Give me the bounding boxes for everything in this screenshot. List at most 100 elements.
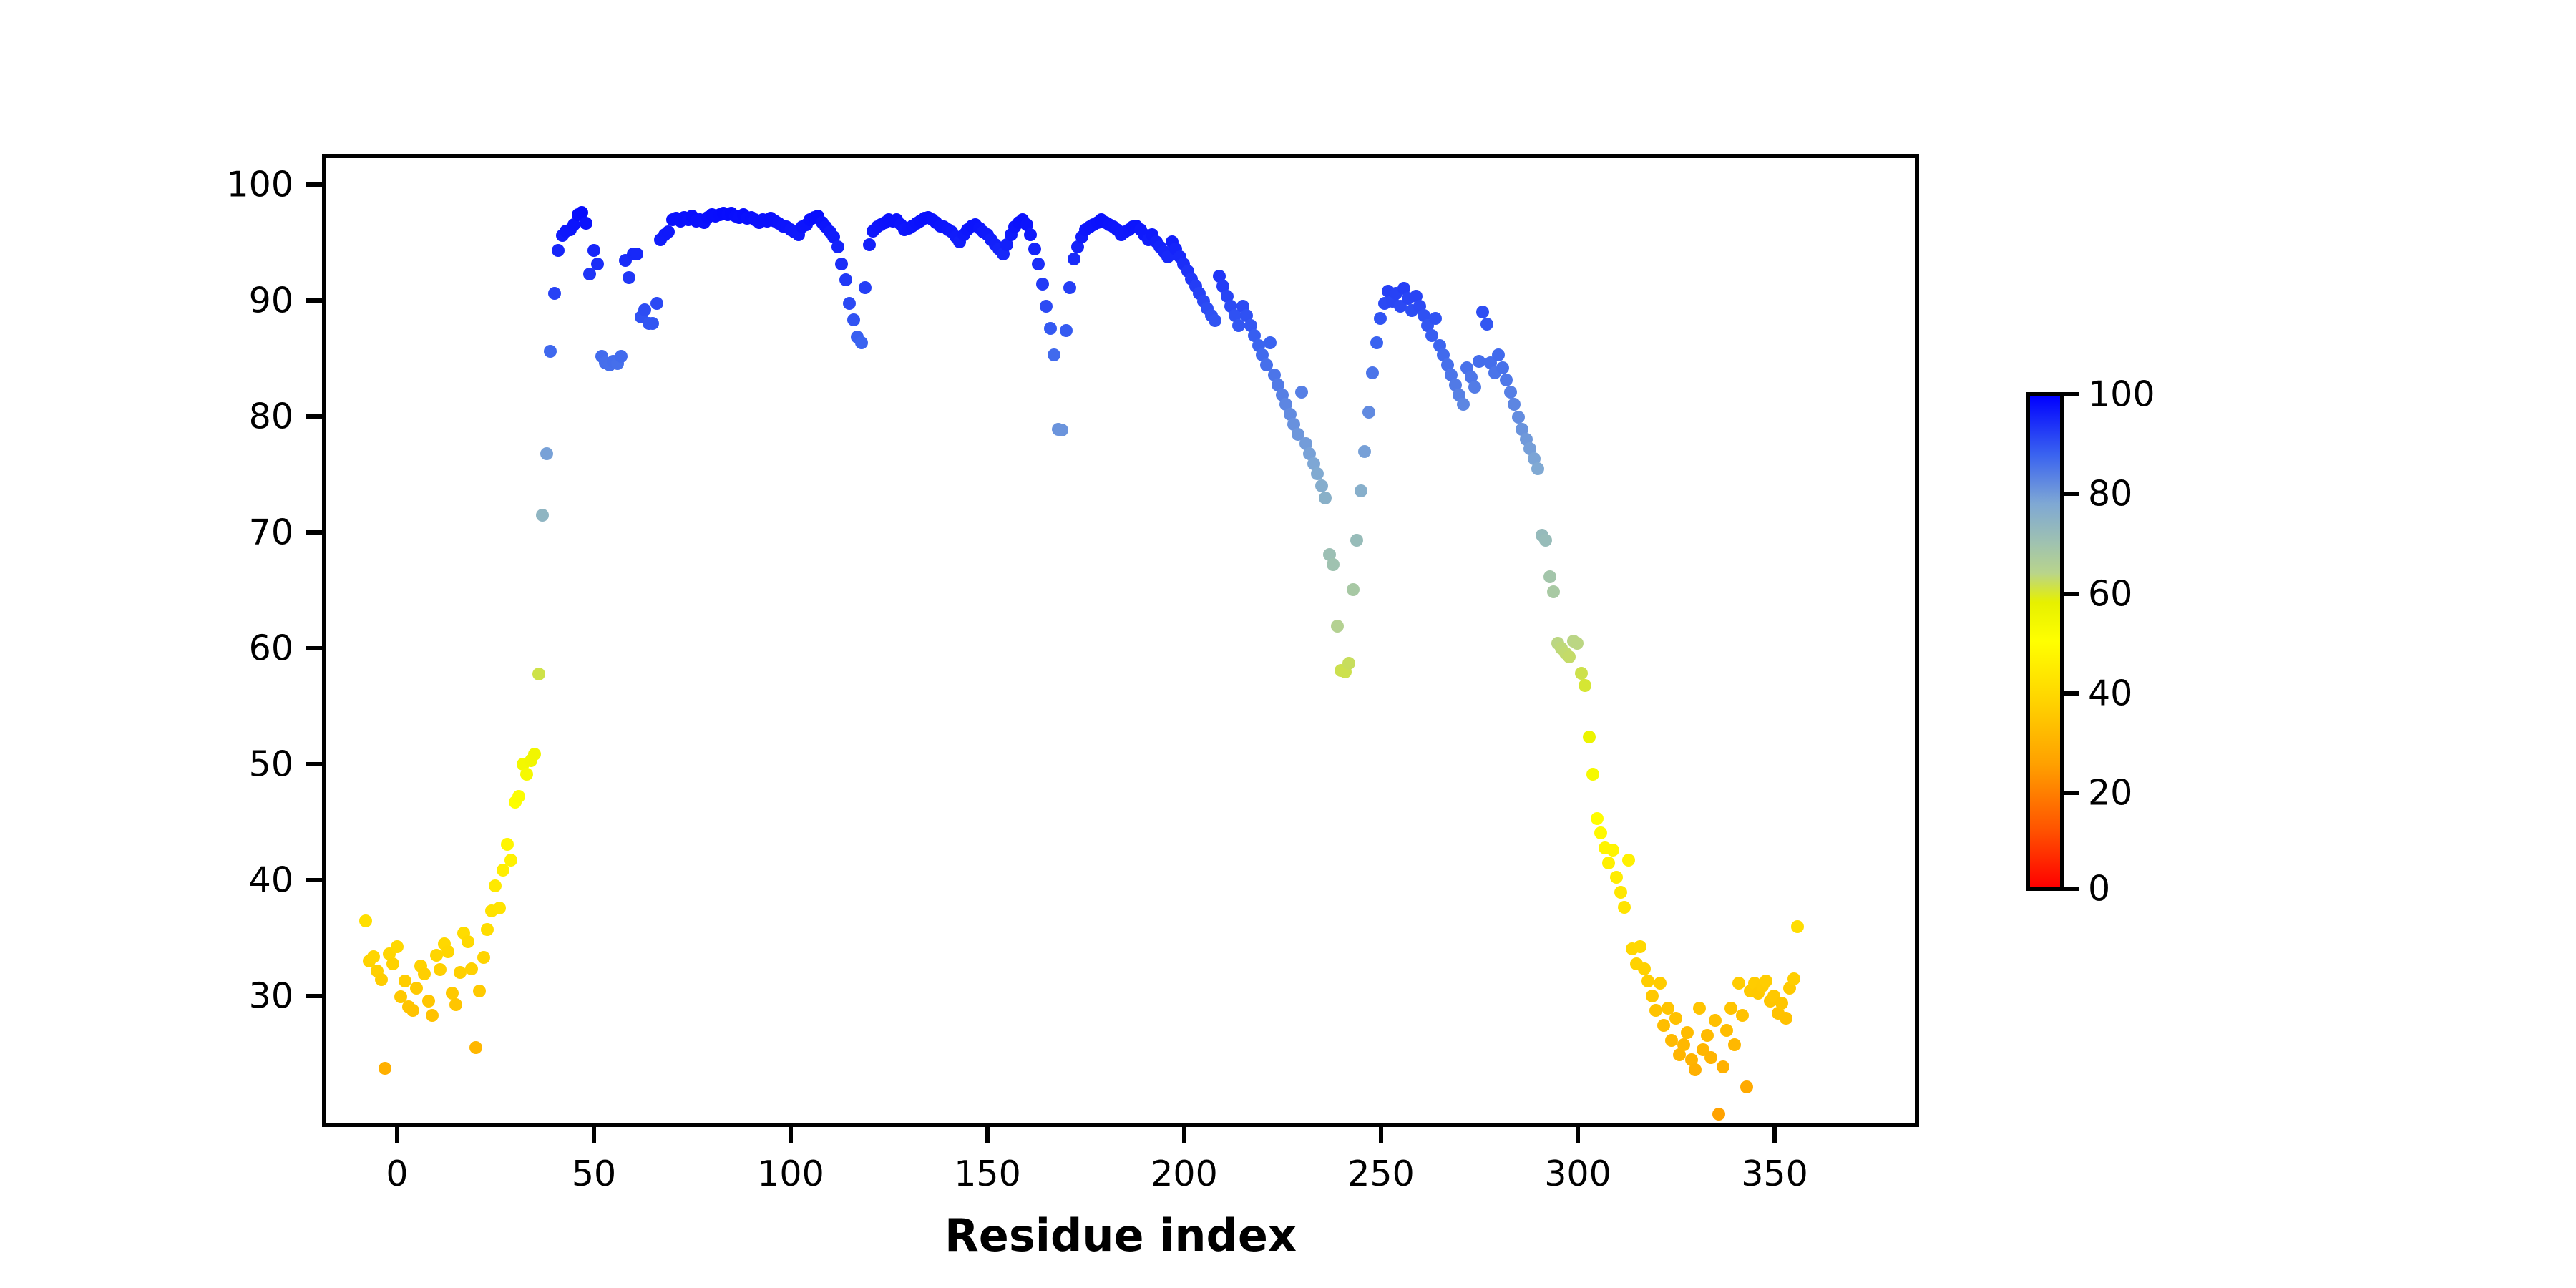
x-tick-mark xyxy=(395,1127,399,1143)
scatter-point xyxy=(827,230,841,244)
y-tick-label: 90 xyxy=(248,280,293,321)
scatter-point xyxy=(1228,309,1241,323)
scatter-point xyxy=(623,270,636,284)
scatter-point xyxy=(1264,336,1277,350)
scatter-point xyxy=(1634,940,1647,953)
scatter-point xyxy=(1669,1011,1682,1025)
scatter-point xyxy=(1468,381,1482,394)
scatter-point xyxy=(1602,856,1616,869)
scatter-point xyxy=(1563,650,1576,664)
scatter-point xyxy=(847,313,860,326)
scatter-point xyxy=(579,217,592,230)
scatter-point xyxy=(1220,289,1234,303)
scatter-point xyxy=(1256,348,1269,362)
scatter-point xyxy=(1736,1009,1750,1023)
scatter-point xyxy=(1071,240,1085,253)
scatter-point xyxy=(1649,1004,1663,1018)
scatter-point xyxy=(1236,299,1249,313)
scatter-point xyxy=(567,218,581,231)
scatter-point xyxy=(1248,328,1262,342)
scatter-point xyxy=(1252,338,1265,352)
scatter-point xyxy=(1661,1001,1674,1015)
scatter-point xyxy=(1330,620,1344,633)
scatter-point xyxy=(426,1009,439,1023)
scatter-point xyxy=(575,205,589,219)
scatter-point xyxy=(1712,1107,1726,1121)
scatter-point xyxy=(1272,378,1285,391)
colorbar-tick-mark xyxy=(2064,492,2079,496)
x-tick-mark xyxy=(1772,1127,1777,1143)
scatter-point xyxy=(1590,811,1604,825)
scatter-point xyxy=(418,967,431,980)
scatter-point xyxy=(1314,479,1328,492)
scatter-point xyxy=(520,767,534,781)
scatter-point xyxy=(843,297,857,311)
scatter-point xyxy=(1637,962,1651,975)
scatter-point xyxy=(1429,311,1443,325)
scatter-point xyxy=(1740,1080,1753,1094)
scatter-point xyxy=(1720,1023,1734,1037)
scatter-point xyxy=(1366,366,1380,379)
scatter-point xyxy=(1354,484,1367,497)
scatter-point xyxy=(1621,854,1635,867)
colorbar-tick-label: 40 xyxy=(2088,673,2133,714)
scatter-point xyxy=(1397,282,1411,296)
scatter-point xyxy=(1480,318,1493,331)
scatter-point xyxy=(1409,289,1423,303)
scatter-point xyxy=(1503,386,1517,399)
y-tick-mark xyxy=(306,298,322,303)
scatter-point xyxy=(1425,328,1438,342)
scatter-point xyxy=(492,902,506,915)
scatter-point xyxy=(1024,228,1038,241)
scatter-point xyxy=(1032,258,1045,271)
scatter-point xyxy=(1212,270,1226,283)
scatter-point xyxy=(445,987,459,1000)
y-tick-mark xyxy=(306,414,322,419)
colorbar-tick-mark xyxy=(2064,887,2079,891)
x-tick-label: 100 xyxy=(757,1153,824,1194)
y-tick-label: 60 xyxy=(248,628,293,669)
x-tick-mark xyxy=(592,1127,596,1143)
scatter-point xyxy=(1700,1028,1714,1042)
scatter-point xyxy=(1020,218,1033,231)
scatter-point xyxy=(1783,982,1797,995)
scatter-point xyxy=(358,914,372,927)
scatter-point xyxy=(453,965,467,979)
scatter-point xyxy=(1673,1048,1687,1062)
scatter-point xyxy=(1476,306,1490,319)
scatter-point xyxy=(1582,731,1596,744)
scatter-point xyxy=(1413,299,1427,313)
y-tick-mark xyxy=(306,646,322,650)
scatter-point xyxy=(1291,427,1304,441)
scatter-point xyxy=(461,935,474,948)
scatter-point xyxy=(544,345,557,358)
x-tick-label: 350 xyxy=(1741,1153,1808,1194)
scatter-point xyxy=(386,957,400,970)
scatter-point xyxy=(552,244,565,258)
scatter-point xyxy=(374,973,388,987)
scatter-point xyxy=(638,303,652,316)
scatter-point xyxy=(1531,462,1545,475)
scatter-point xyxy=(1728,1038,1742,1052)
x-tick-label: 150 xyxy=(954,1153,1021,1194)
scatter-point xyxy=(1448,378,1462,391)
scatter-point xyxy=(1319,492,1332,505)
scatter-point xyxy=(1472,355,1485,369)
x-tick-label: 50 xyxy=(571,1153,617,1194)
scatter-point xyxy=(1374,311,1387,325)
scatter-point xyxy=(835,258,849,271)
scatter-point xyxy=(587,244,600,258)
scatter-point xyxy=(1653,977,1667,990)
scatter-point xyxy=(1232,319,1246,333)
colorbar-gradient xyxy=(2026,392,2064,891)
scatter-point xyxy=(497,864,510,877)
scatter-point xyxy=(1063,280,1077,294)
y-tick-label: 100 xyxy=(226,164,293,205)
scatter-point xyxy=(429,948,443,962)
scatter-point xyxy=(1519,432,1533,446)
scatter-point xyxy=(1791,920,1805,934)
scatter-point xyxy=(1692,1001,1706,1015)
y-tick-mark xyxy=(306,530,322,535)
scatter-point xyxy=(366,950,380,963)
scatter-point xyxy=(1240,309,1254,323)
